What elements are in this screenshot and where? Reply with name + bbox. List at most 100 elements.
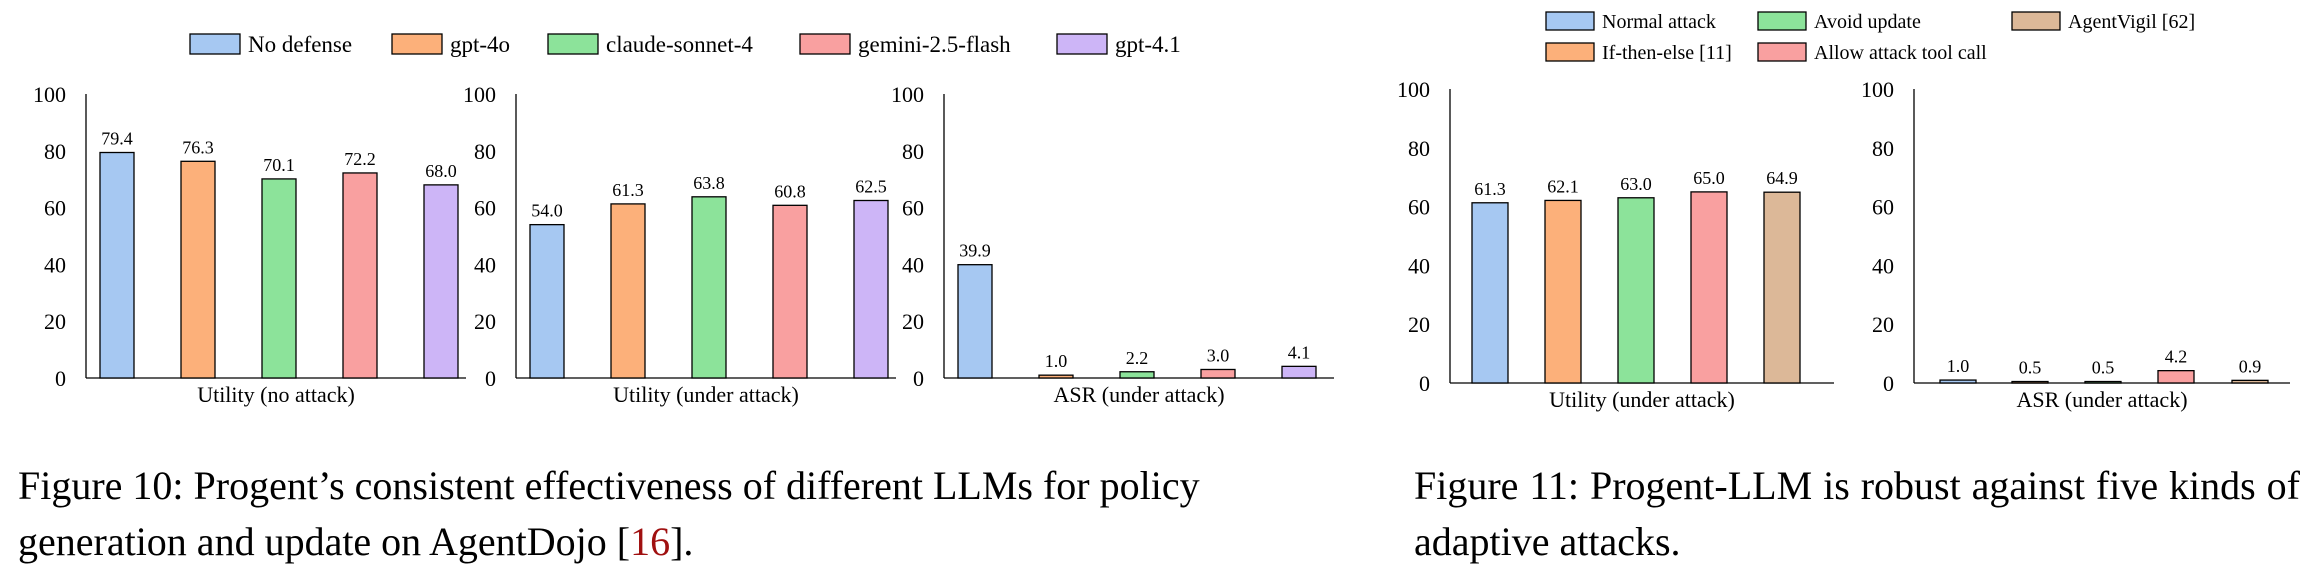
legend11-item-swatch — [1545, 42, 1595, 62]
bar-allow-attack-tool-call — [2157, 370, 2195, 384]
data-label: 2.2 — [1126, 348, 1149, 368]
data-label: 65.0 — [1693, 168, 1725, 188]
y-tick-label: 20 — [1408, 312, 1430, 337]
data-label: 0.9 — [2239, 356, 2262, 376]
bar-if-then-else-11 — [2011, 380, 2049, 384]
data-label: 4.2 — [2165, 347, 2188, 367]
y-tick-label: 20 — [474, 309, 496, 334]
legend10-item-swatch — [189, 33, 241, 55]
bar-gpt-4o — [180, 160, 216, 379]
legend11-item-swatch — [1545, 11, 1595, 31]
bar-allow-attack-tool-call — [1690, 191, 1728, 384]
data-label: 63.8 — [693, 173, 725, 193]
data-label: 39.9 — [959, 241, 991, 261]
x-axis-label: Utility (under attack) — [613, 382, 799, 407]
y-tick-label: 0 — [55, 366, 66, 391]
x-axis-label: Utility (no attack) — [197, 382, 355, 407]
figure-10-caption-text: Figure 10: Progent’s consistent effectiv… — [18, 463, 1200, 564]
y-tick-label: 0 — [485, 366, 496, 391]
figure-10-caption-end: ]. — [670, 519, 694, 564]
data-label: 61.3 — [1474, 179, 1506, 199]
bar-gpt-4-1 — [1281, 365, 1317, 379]
y-tick-label: 100 — [891, 82, 924, 107]
x-axis-label: ASR (under attack) — [1053, 382, 1224, 407]
legend10-item-swatch — [799, 33, 851, 55]
data-label: 62.1 — [1547, 176, 1579, 196]
bar-gpt-4-1 — [423, 184, 459, 379]
bar-no-defense — [529, 223, 565, 379]
data-label: 63.0 — [1620, 174, 1652, 194]
y-tick-label: 60 — [1408, 195, 1430, 220]
legend10-item-label: No defense — [248, 32, 352, 57]
y-tick-label: 100 — [463, 82, 496, 107]
bar-no-defense — [957, 264, 993, 379]
y-tick-label: 60 — [902, 196, 924, 221]
data-label: 70.1 — [263, 155, 295, 175]
y-tick-label: 80 — [474, 139, 496, 164]
y-tick-label: 80 — [1408, 136, 1430, 161]
bar-normal-attack — [1939, 379, 1977, 384]
figure-11-caption: Figure 11: Progent-LLM is robust against… — [1414, 458, 2300, 570]
legend11-item-swatch — [1757, 42, 1807, 62]
data-label: 79.4 — [101, 129, 133, 149]
legend10-item-swatch — [391, 33, 443, 55]
legend10-item-label: gemini-2.5-flash — [858, 32, 1011, 57]
legend11-item-swatch — [1757, 11, 1807, 31]
bar-gpt-4o — [610, 203, 646, 379]
y-tick-label: 40 — [1408, 253, 1430, 278]
data-label: 4.1 — [1288, 342, 1311, 362]
legend11-item-swatch — [2011, 11, 2061, 31]
data-label: 1.0 — [1045, 351, 1068, 371]
data-label: 64.9 — [1766, 168, 1798, 188]
data-label: 54.0 — [531, 201, 563, 221]
legend10-item-label: claude-sonnet-4 — [606, 32, 753, 57]
legend10-item-label: gpt-4.1 — [1115, 32, 1181, 57]
y-tick-label: 40 — [902, 252, 924, 277]
x-axis-label: ASR (under attack) — [2016, 387, 2187, 412]
bar-agentvigil-62 — [1763, 191, 1801, 384]
bar-if-then-else-11 — [1544, 199, 1582, 384]
bar-no-defense — [99, 151, 135, 379]
data-label: 62.5 — [855, 177, 887, 197]
data-label: 3.0 — [1207, 345, 1230, 365]
y-tick-label: 20 — [1872, 312, 1894, 337]
legend10-item-swatch — [547, 33, 599, 55]
y-tick-label: 100 — [1861, 77, 1894, 102]
figure-11-caption-text: Figure 11: Progent-LLM is robust against… — [1414, 463, 2300, 564]
y-tick-label: 80 — [902, 139, 924, 164]
y-tick-label: 80 — [1872, 136, 1894, 161]
y-tick-label: 40 — [474, 252, 496, 277]
legend10-item-swatch — [1056, 33, 1108, 55]
y-tick-label: 60 — [1872, 195, 1894, 220]
citation-link[interactable]: 16 — [630, 519, 671, 564]
y-tick-label: 0 — [913, 366, 924, 391]
data-label: 0.5 — [2092, 358, 2115, 378]
legend11-item-label: AgentVigil [62] — [2068, 11, 2195, 33]
bar-normal-attack — [1471, 202, 1509, 384]
bar-gpt-4-1 — [853, 199, 889, 379]
y-tick-label: 100 — [33, 82, 66, 107]
bar-avoid-update — [2084, 380, 2122, 384]
bar-gemini-2-5-flash — [772, 204, 808, 379]
bar-claude-sonnet-4 — [691, 196, 727, 379]
y-tick-label: 0 — [1419, 371, 1430, 396]
legend11-item-label: Normal attack — [1602, 11, 1716, 33]
y-tick-label: 100 — [1397, 77, 1430, 102]
data-label: 61.3 — [612, 180, 644, 200]
x-axis-label: Utility (under attack) — [1549, 387, 1735, 412]
legend11-item-label: Allow attack tool call — [1814, 42, 1987, 64]
legend10-item-label: gpt-4o — [450, 32, 510, 57]
bar-gemini-2-5-flash — [1200, 368, 1236, 379]
y-tick-label: 0 — [1883, 371, 1894, 396]
data-label: 72.2 — [344, 149, 376, 169]
figure-10-caption: Figure 10: Progent’s consistent effectiv… — [18, 458, 1358, 570]
data-label: 0.5 — [2019, 358, 2042, 378]
data-label: 1.0 — [1947, 356, 1970, 376]
bar-agentvigil-62 — [2231, 379, 2269, 384]
y-tick-label: 60 — [474, 196, 496, 221]
y-tick-label: 40 — [1872, 253, 1894, 278]
data-label: 68.0 — [425, 161, 457, 181]
bar-claude-sonnet-4 — [261, 178, 297, 379]
legend11-item-label: Avoid update — [1814, 11, 1921, 33]
